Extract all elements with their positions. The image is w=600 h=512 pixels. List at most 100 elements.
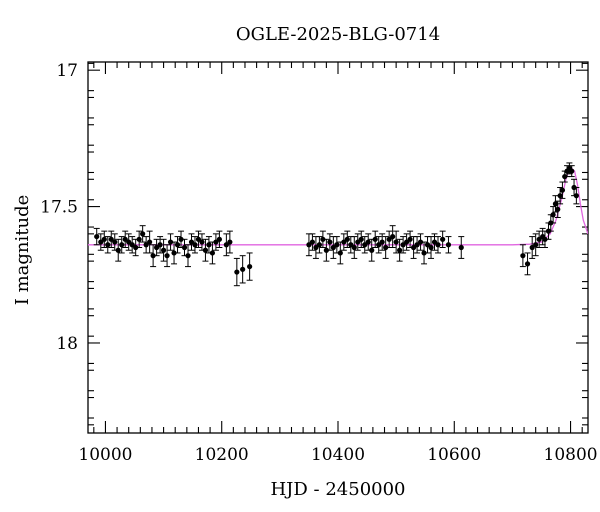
data-point — [319, 230, 326, 248]
data-marker — [112, 239, 118, 245]
data-point — [157, 236, 164, 254]
data-point — [524, 252, 531, 276]
plot-frame — [87, 61, 589, 434]
data-point — [375, 236, 382, 254]
data-marker — [330, 244, 336, 251]
data-point — [118, 236, 125, 254]
data-marker — [164, 253, 170, 259]
data-marker — [167, 239, 174, 245]
data-marker — [147, 239, 153, 245]
data-marker — [524, 261, 531, 267]
data-marker — [98, 239, 104, 245]
model-curve — [88, 167, 588, 246]
data-point — [439, 230, 446, 248]
data-marker — [143, 242, 149, 248]
data-marker — [195, 236, 202, 242]
data-marker — [369, 247, 375, 253]
data-marker — [386, 236, 392, 242]
data-point — [129, 236, 136, 254]
data-marker — [417, 239, 424, 245]
data-point — [93, 227, 100, 246]
data-point — [115, 238, 122, 262]
data-marker — [101, 236, 107, 242]
data-point — [160, 238, 167, 262]
model-curve-layer — [88, 167, 588, 246]
data-marker — [309, 239, 316, 245]
data-point — [191, 236, 198, 254]
data-marker — [157, 242, 163, 248]
data-point — [435, 236, 441, 254]
data-point — [358, 230, 365, 248]
data-point — [372, 230, 379, 248]
data-marker — [559, 187, 566, 193]
data-point — [330, 236, 337, 259]
data-point — [122, 230, 129, 248]
data-marker — [174, 242, 181, 248]
data-point — [246, 252, 253, 281]
data-marker — [94, 233, 100, 240]
data-marker — [133, 244, 139, 251]
data-marker — [247, 263, 253, 270]
data-point — [541, 230, 548, 248]
data-marker — [428, 244, 434, 251]
data-point — [445, 236, 452, 254]
data-point — [386, 230, 393, 248]
data-marker — [573, 193, 579, 199]
data-marker — [334, 242, 340, 248]
data-marker — [140, 231, 146, 237]
data-marker — [533, 242, 539, 248]
x-tick-label: 10800 — [544, 445, 598, 465]
data-point — [136, 230, 143, 248]
data-marker — [351, 244, 357, 251]
data-point — [167, 233, 174, 251]
data-marker — [227, 239, 233, 245]
data-marker — [407, 236, 413, 242]
data-point — [226, 230, 233, 254]
data-point — [323, 238, 330, 262]
data-point — [400, 236, 407, 254]
data-point — [150, 244, 157, 268]
data-point — [529, 236, 536, 259]
data-point — [188, 233, 195, 251]
data-marker — [316, 242, 322, 248]
data-point — [368, 238, 375, 262]
tick-labels: 10000 10200 10400 10600 10800 17 17.5 18 — [40, 61, 597, 465]
data-point — [125, 233, 132, 251]
data-marker — [320, 236, 326, 242]
data-marker — [209, 250, 216, 256]
data-marker — [400, 242, 406, 248]
data-point — [573, 186, 580, 205]
data-marker — [115, 247, 121, 253]
data-point — [312, 236, 319, 259]
data-point — [333, 236, 340, 254]
data-point — [101, 230, 108, 248]
data-point — [146, 230, 153, 254]
data-point — [216, 230, 223, 248]
y-axis-label: I magnitude — [12, 195, 33, 306]
data-marker — [550, 212, 556, 218]
data-marker — [199, 239, 205, 245]
data-point — [414, 236, 421, 254]
data-marker — [445, 242, 452, 248]
data-marker — [365, 239, 371, 245]
data-marker — [440, 236, 446, 242]
data-marker — [119, 242, 125, 248]
data-marker — [348, 242, 354, 248]
data-marker — [536, 236, 542, 242]
data-point — [305, 233, 312, 257]
data-point — [326, 233, 333, 251]
data-point — [354, 233, 361, 251]
data-marker — [431, 239, 438, 245]
data-marker — [240, 266, 246, 272]
data-point — [344, 230, 351, 248]
data-marker — [358, 236, 364, 242]
data-marker — [390, 233, 396, 240]
chart-title: OGLE-2025-BLG-0714 — [236, 24, 440, 45]
data-point — [431, 233, 438, 251]
data-marker — [129, 242, 135, 248]
data-point — [139, 225, 146, 243]
data-point — [164, 244, 171, 268]
data-marker — [344, 236, 350, 242]
data-marker — [178, 236, 184, 242]
data-point — [195, 230, 202, 248]
